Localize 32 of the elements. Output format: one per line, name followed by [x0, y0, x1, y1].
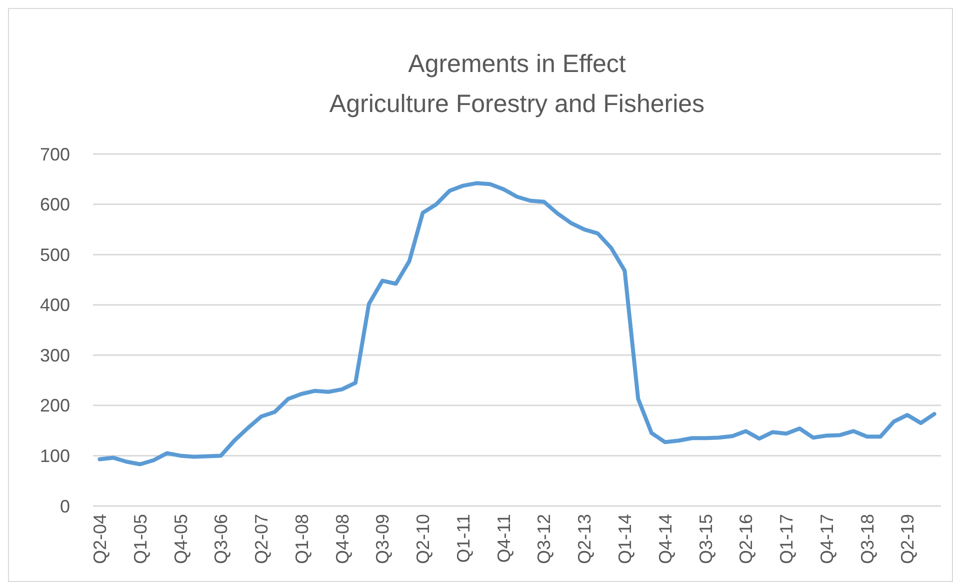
chart-title: Agrements in Effect: [408, 50, 626, 78]
x-tick-label: Q1-08: [292, 514, 312, 564]
x-tick-label: Q2-04: [90, 514, 110, 564]
x-tick-label: Q2-16: [736, 514, 756, 564]
x-tick-label: Q1-14: [614, 514, 635, 564]
x-tick-label: Q4-05: [170, 514, 191, 564]
x-tick-label: Q2-10: [413, 514, 434, 564]
x-tick-label: Q3-12: [534, 514, 554, 564]
y-tick-label: 600: [40, 194, 70, 215]
x-tick-label: Q3-18: [857, 514, 878, 564]
chart-subtitle: Agriculture Forestry and Fisheries: [329, 90, 705, 118]
x-tick-label: Q4-08: [332, 514, 352, 564]
x-tick-label: Q3-15: [696, 514, 716, 564]
x-tick-label: Q1-11: [453, 514, 474, 563]
x-tick-label: Q4-11: [494, 514, 514, 563]
line-series: [98, 181, 936, 466]
x-tick-label: Q1-17: [776, 514, 797, 564]
x-tick-label: Q3-06: [211, 514, 232, 564]
x-tick-label: Q2-07: [252, 514, 272, 564]
y-tick-label: 500: [40, 244, 70, 265]
x-tick-label: Q2-19: [898, 514, 918, 564]
y-tick-label: 400: [40, 295, 70, 316]
y-tick-label: 100: [40, 446, 70, 466]
x-tick-label: Q1-05: [130, 514, 150, 564]
x-tick-label: Q4-14: [655, 514, 676, 564]
y-tick-label: 0: [60, 496, 70, 516]
y-tick-label: 700: [40, 144, 70, 164]
x-tick-label: Q2-13: [574, 514, 595, 564]
x-tick-label: Q3-09: [372, 514, 393, 564]
y-tick-label: 200: [40, 396, 70, 416]
y-tick-label: 300: [40, 345, 70, 366]
x-tick-label: Q4-17: [816, 514, 837, 564]
